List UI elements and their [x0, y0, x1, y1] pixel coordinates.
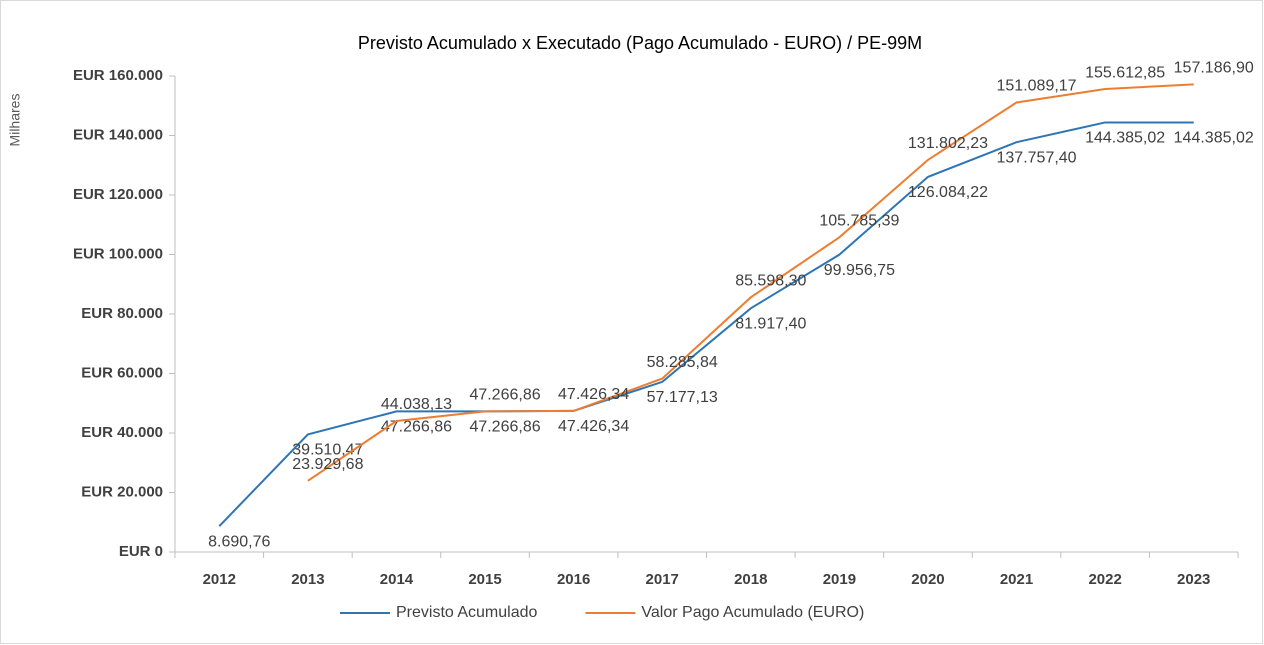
y-tick-label: EUR 160.000	[73, 67, 163, 84]
data-label: 44.038,13	[381, 396, 452, 413]
y-tick-label: EUR 0	[119, 543, 163, 560]
data-label: 137.757,40	[997, 149, 1077, 166]
data-label: 157.186,90	[1174, 60, 1254, 77]
series-line	[218, 121, 1194, 527]
data-label: 105.785,39	[819, 213, 899, 230]
x-tick-label: 2017	[646, 571, 679, 588]
data-label: 126.084,22	[908, 184, 988, 201]
data-label: 8.690,76	[208, 533, 270, 550]
legend-label: Valor Pago Acumulado (EURO)	[641, 604, 864, 621]
x-tick-label: 2016	[557, 571, 590, 588]
y-tick-label: EUR 60.000	[81, 364, 163, 381]
x-tick-label: 2018	[734, 571, 767, 588]
data-label: 151.089,17	[997, 78, 1077, 95]
series-line	[307, 83, 1194, 482]
data-label: 47.426,34	[558, 418, 629, 435]
y-tick-label: EUR 100.000	[73, 245, 163, 262]
data-label: 47.266,86	[469, 419, 540, 436]
data-label: 58.285,84	[647, 354, 718, 371]
y-tick-label: EUR 20.000	[81, 483, 163, 500]
y-tick-label: EUR 40.000	[81, 424, 163, 441]
data-label: 23.929,68	[292, 456, 363, 473]
data-label: 81.917,40	[735, 316, 806, 333]
data-label: 47.426,34	[558, 386, 629, 403]
data-label: 99.956,75	[824, 262, 895, 279]
x-tick-label: 2020	[911, 571, 944, 588]
x-tick-label: 2014	[380, 571, 414, 588]
data-label: 131.802,23	[908, 135, 988, 152]
x-tick-label: 2013	[291, 571, 324, 588]
data-label: 144.385,02	[1174, 130, 1254, 147]
x-tick-label: 2021	[1000, 571, 1033, 588]
data-label: 47.266,86	[469, 387, 540, 404]
legend-label: Previsto Acumulado	[396, 604, 538, 621]
data-label: 57.177,13	[647, 389, 718, 406]
x-tick-label: 2019	[823, 571, 856, 588]
x-tick-label: 2012	[203, 571, 236, 588]
data-label: 155.612,85	[1085, 64, 1165, 81]
x-tick-label: 2015	[468, 571, 501, 588]
data-label: 47.266,86	[381, 419, 452, 436]
chart-title: Previsto Acumulado x Executado (Pago Acu…	[358, 33, 922, 53]
x-tick-label: 2023	[1177, 571, 1210, 588]
y-axis-label: Milhares	[7, 94, 23, 147]
y-tick-label: EUR 120.000	[73, 186, 163, 203]
x-tick-label: 2022	[1088, 571, 1121, 588]
data-label: 85.598,30	[735, 273, 806, 290]
y-tick-label: EUR 80.000	[81, 305, 163, 322]
data-label: 144.385,02	[1085, 130, 1165, 147]
y-tick-label: EUR 140.000	[73, 126, 163, 143]
